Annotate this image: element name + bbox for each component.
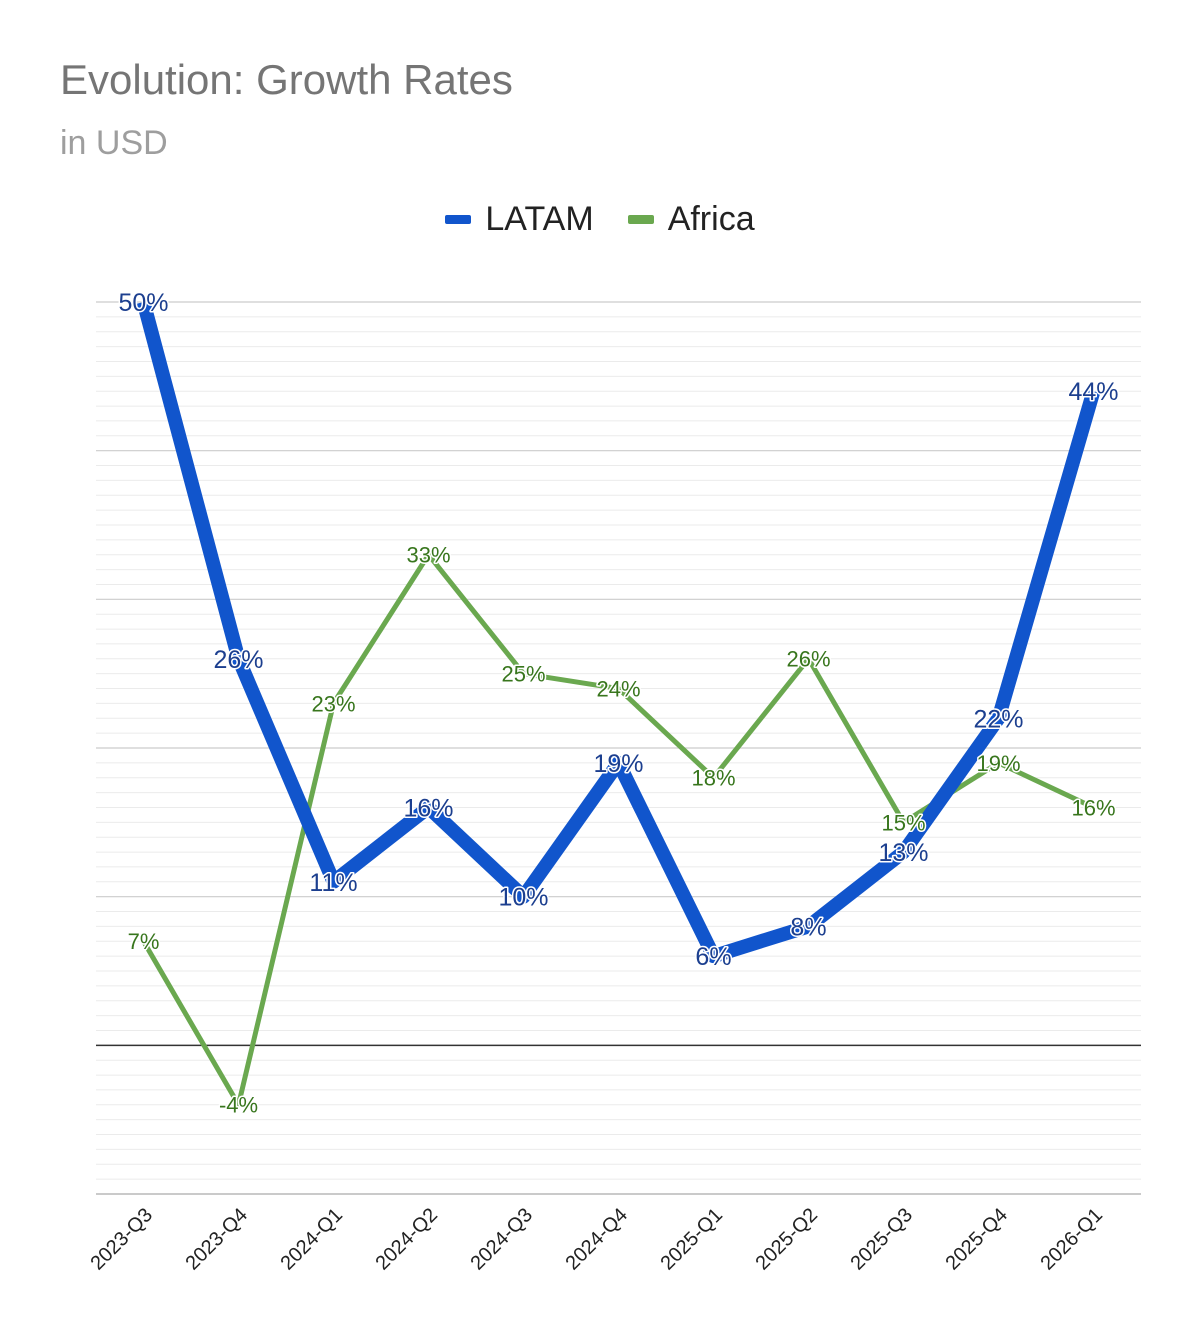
legend-swatch-latam	[445, 215, 472, 224]
data-label-latam: 50%	[118, 289, 168, 317]
data-label-africa: 26%	[786, 647, 830, 672]
x-tick-label: 2024-Q1	[276, 1204, 347, 1275]
legend: LATAM Africa	[0, 200, 1200, 239]
data-label-latam: 16%	[403, 794, 453, 822]
series-line-latam	[136, 300, 1101, 964]
x-tick-label: 2024-Q4	[561, 1204, 632, 1275]
data-label-latam: 8%	[790, 913, 826, 941]
data-label-africa: 15%	[881, 810, 925, 835]
data-label-africa: 23%	[311, 691, 355, 716]
data-label-africa: 19%	[976, 751, 1020, 776]
data-label-africa: 7%	[128, 929, 160, 954]
x-tick-label: 2024-Q3	[466, 1204, 537, 1275]
legend-label-africa: Africa	[667, 200, 755, 238]
data-label-africa: 25%	[501, 662, 545, 687]
data-label-africa: 16%	[1071, 795, 1115, 820]
chart-title: Evolution: Growth Rates	[60, 56, 513, 103]
series-line-africa	[141, 552, 1095, 1108]
x-tick-label: 2025-Q3	[846, 1204, 917, 1275]
x-tick-label: 2025-Q1	[656, 1204, 727, 1275]
data-label-africa: -4%	[219, 1093, 258, 1118]
data-label-latam: 11%	[309, 869, 357, 897]
data-label-africa: 18%	[691, 766, 735, 791]
legend-label-latam: LATAM	[485, 200, 594, 238]
legend-swatch-africa	[627, 215, 654, 224]
legend-item-latam[interactable]: LATAM	[445, 200, 594, 239]
data-label-latam: 19%	[593, 750, 643, 778]
x-tick-label: 2023-Q4	[181, 1204, 252, 1275]
data-label-africa: 33%	[406, 543, 450, 568]
data-label-africa: 24%	[596, 676, 640, 701]
data-label-latam: 6%	[695, 943, 731, 971]
data-label-latam: 13%	[878, 839, 928, 867]
x-tick-label: 2025-Q2	[751, 1204, 822, 1275]
data-label-latam: 44%	[1068, 378, 1118, 406]
data-label-latam: 26%	[213, 646, 263, 674]
x-tick-label: 2023-Q3	[86, 1204, 157, 1275]
data-label-latam: 22%	[973, 705, 1023, 733]
data-label-latam: 10%	[498, 884, 548, 912]
x-tick-label: 2026-Q1	[1036, 1204, 1107, 1275]
x-tick-label: 2024-Q2	[371, 1204, 442, 1275]
chart-subtitle: in USD	[60, 124, 168, 162]
x-tick-label: 2025-Q4	[941, 1204, 1012, 1275]
legend-item-africa[interactable]: Africa	[627, 200, 755, 239]
